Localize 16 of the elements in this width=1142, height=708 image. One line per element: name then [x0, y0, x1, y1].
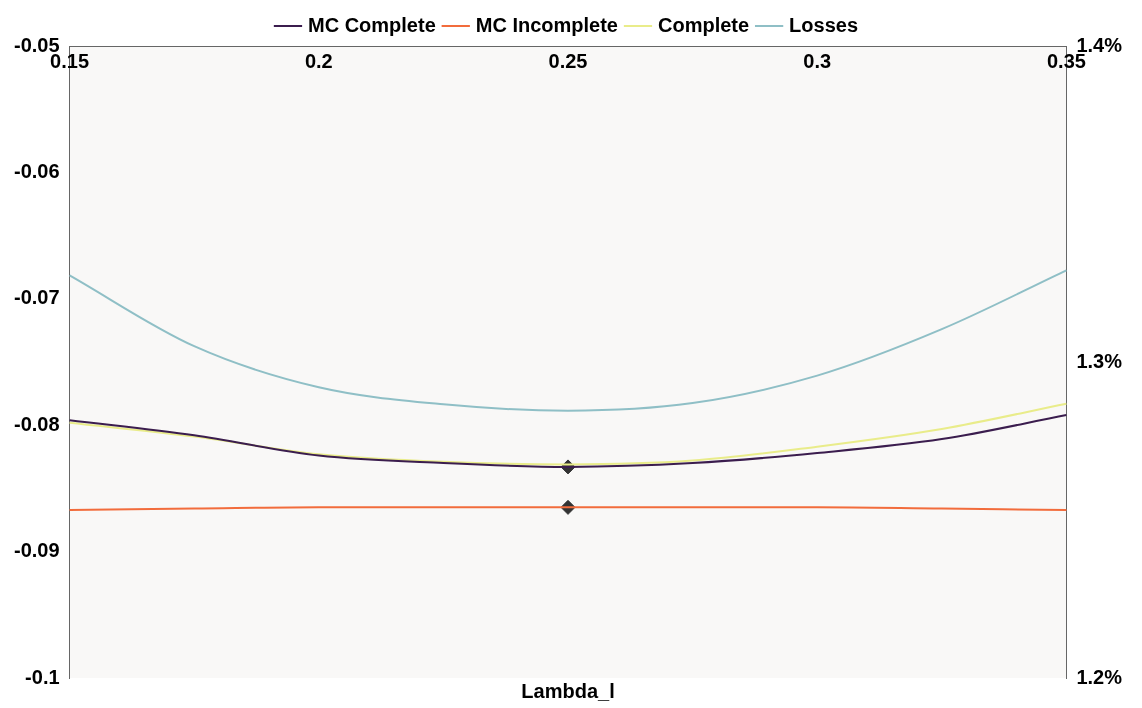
y2-tick-label: 1.3%	[1076, 349, 1123, 372]
legend-label: MC Complete	[307, 13, 436, 36]
legend-label: Complete	[657, 13, 750, 36]
y-tick-label: -0.09	[13, 539, 60, 562]
x-axis-title: Lambda_l	[521, 679, 615, 702]
x-tick-label: 0.3	[803, 49, 832, 72]
legend-label: MC Incomplete	[475, 13, 618, 36]
x-tick-label: 0.2	[304, 49, 333, 72]
line-series	[68, 269, 1068, 412]
y-tick-label: -0.08	[13, 412, 60, 435]
y-tick-label: -0.07	[13, 286, 60, 309]
y2-tick-label: 1.2%	[1076, 665, 1123, 688]
y-tick-label: -0.06	[13, 159, 60, 182]
x-tick-label: 0.25	[548, 49, 588, 72]
legend-label: Losses	[789, 13, 859, 36]
y-tick-label: -0.1	[25, 665, 60, 688]
